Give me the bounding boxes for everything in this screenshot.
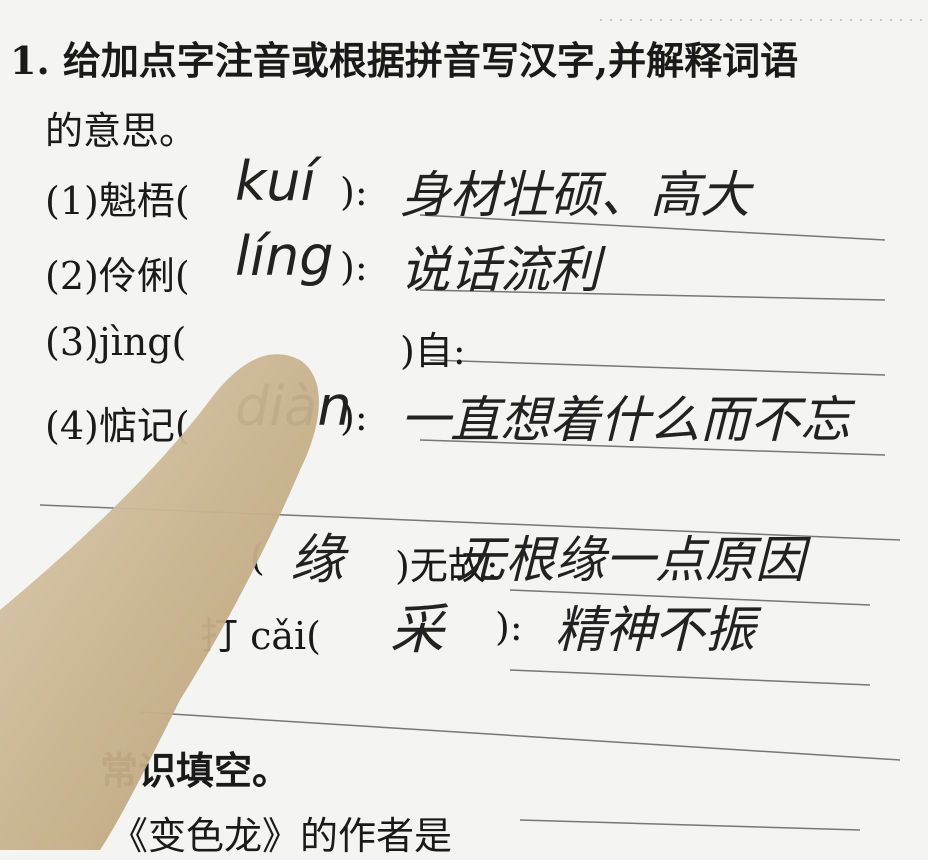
question-title: 1. 给加点字注音或根据拼音写汉字,并解释词语 <box>10 38 799 83</box>
item-close: ): <box>340 245 368 289</box>
question-title-cont: 的意思。 <box>45 109 198 153</box>
item-close: ): <box>340 170 368 214</box>
handwritten-answer: 缘 <box>290 528 344 591</box>
item-prompt: (3)jìng( <box>45 320 187 364</box>
handwritten-meaning: 一直想着什么而不忘 <box>400 391 850 449</box>
item-close: )无故: <box>395 544 499 588</box>
item-prompt: (1)魁梧( <box>45 179 190 223</box>
item-prompt: (4)惦记( <box>45 404 190 448</box>
handwritten-answer: 采 <box>390 598 444 661</box>
item-close: ): <box>340 395 368 439</box>
handwritten-meaning: 说话流利 <box>400 241 600 299</box>
handwritten-answer: líng <box>235 225 334 288</box>
item-close: ): <box>495 605 523 649</box>
handwritten-meaning: 精神不振 <box>555 601 755 659</box>
handwritten-answer: kuí <box>235 150 316 213</box>
item-prompt: (2)伶俐( <box>45 254 190 298</box>
item-close: )自: <box>400 329 466 373</box>
handwritten-meaning: 身材壮硕、高大 <box>400 166 750 224</box>
handwritten-meaning: 无根缘一点原因 <box>455 531 805 589</box>
